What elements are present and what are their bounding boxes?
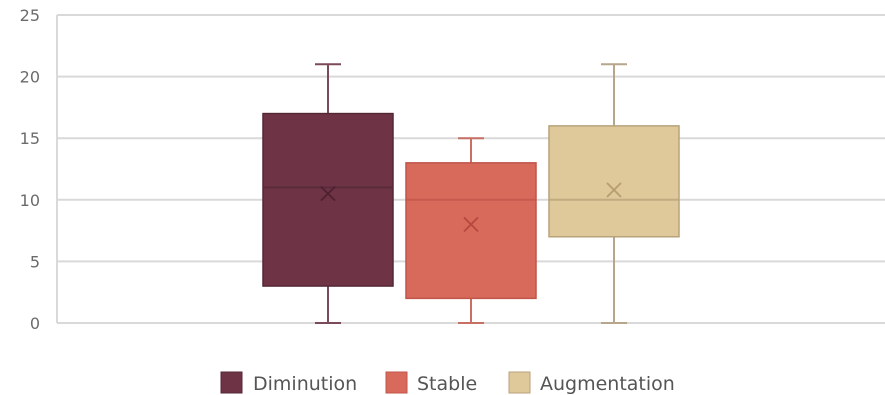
- legend-swatch-diminution: [221, 372, 242, 393]
- y-tick-label-10: 10: [20, 191, 40, 210]
- y-tick-label-25: 25: [20, 6, 40, 25]
- y-tick-label-0: 0: [30, 314, 40, 333]
- legend-swatch-stable: [386, 372, 407, 393]
- legend-swatch-augmentation: [509, 372, 530, 393]
- diminution-box: [263, 114, 393, 286]
- stable-box: [406, 163, 536, 299]
- legend-label-stable: Stable: [417, 373, 477, 395]
- augmentation-box: [549, 126, 679, 237]
- y-tick-label-15: 15: [20, 129, 40, 148]
- y-tick-label-20: 20: [20, 68, 40, 87]
- legend-label-diminution: Diminution: [253, 373, 357, 395]
- legend-label-augmentation: Augmentation: [540, 373, 675, 395]
- y-tick-label-5: 5: [30, 252, 40, 271]
